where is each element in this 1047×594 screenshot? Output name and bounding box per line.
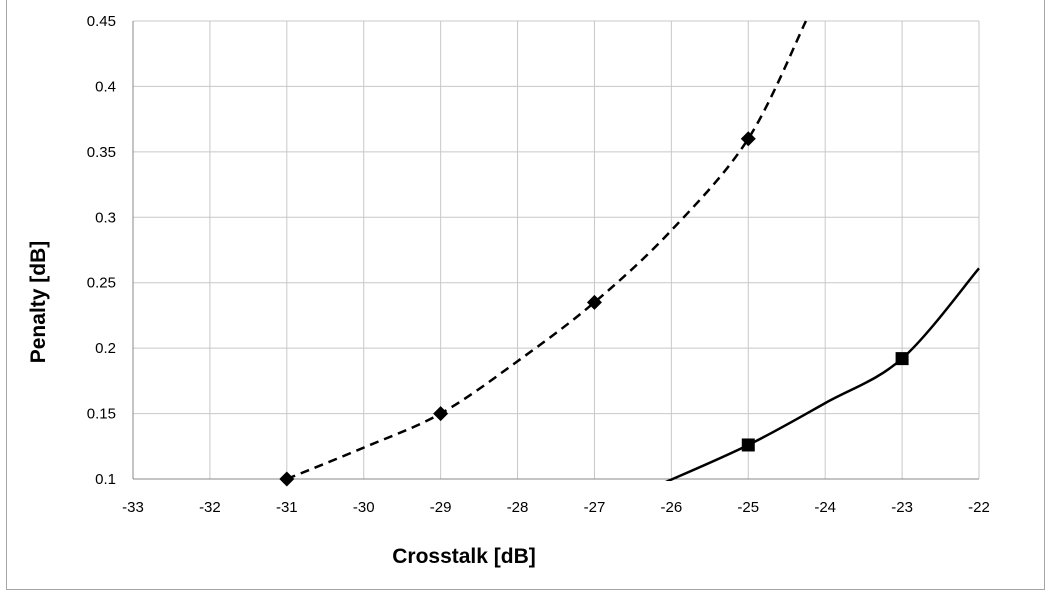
y-tick-label: 0.3 bbox=[95, 209, 116, 226]
data-markers bbox=[279, 131, 909, 487]
series-lines bbox=[286, 20, 980, 481]
square-marker bbox=[895, 352, 909, 366]
y-tick-label: 0.2 bbox=[95, 340, 116, 357]
y-tick-label: 0.4 bbox=[95, 78, 116, 95]
x-tick-label: -26 bbox=[661, 499, 683, 516]
x-tick-label: -24 bbox=[814, 499, 836, 516]
y-tick-labels: 0.1 0.15 0.2 0.25 0.3 0.35 0.4 0.45 bbox=[87, 13, 116, 488]
diamond-marker bbox=[586, 294, 602, 310]
x-tick-label: -23 bbox=[891, 499, 913, 516]
y-tick-label: 0.45 bbox=[87, 13, 116, 30]
y-tick-label: 0.15 bbox=[87, 406, 116, 423]
grid-lines bbox=[132, 20, 980, 480]
solid-series-line bbox=[664, 267, 980, 481]
x-tick-label: -30 bbox=[353, 499, 375, 516]
x-tick-label: -27 bbox=[584, 499, 606, 516]
x-tick-label: -25 bbox=[737, 499, 759, 516]
y-axis-title: Penalty [dB] bbox=[27, 241, 50, 364]
diamond-marker bbox=[279, 471, 295, 487]
diamond-marker bbox=[433, 406, 449, 422]
y-tick-label: 0.25 bbox=[87, 275, 116, 292]
x-tick-label: -33 bbox=[122, 499, 144, 516]
x-tick-labels: -33 -32 -31 -30 -29 -28 -27 -26 -25 -24 -23 -22 bbox=[122, 499, 990, 516]
chart-frame bbox=[6, 0, 1045, 590]
x-tick-label: -31 bbox=[276, 499, 298, 516]
square-marker bbox=[741, 438, 755, 452]
x-tick-label: -22 bbox=[968, 499, 990, 516]
y-tick-label: 0.35 bbox=[87, 144, 116, 161]
diamond-marker bbox=[740, 131, 756, 147]
dashed-series-line bbox=[286, 20, 808, 481]
y-tick-label: 0.1 bbox=[95, 471, 116, 488]
x-axis-title: Crosstalk [dB] bbox=[392, 545, 536, 568]
x-tick-label: -29 bbox=[430, 499, 452, 516]
x-tick-label: -28 bbox=[507, 499, 529, 516]
x-tick-label: -32 bbox=[199, 499, 221, 516]
